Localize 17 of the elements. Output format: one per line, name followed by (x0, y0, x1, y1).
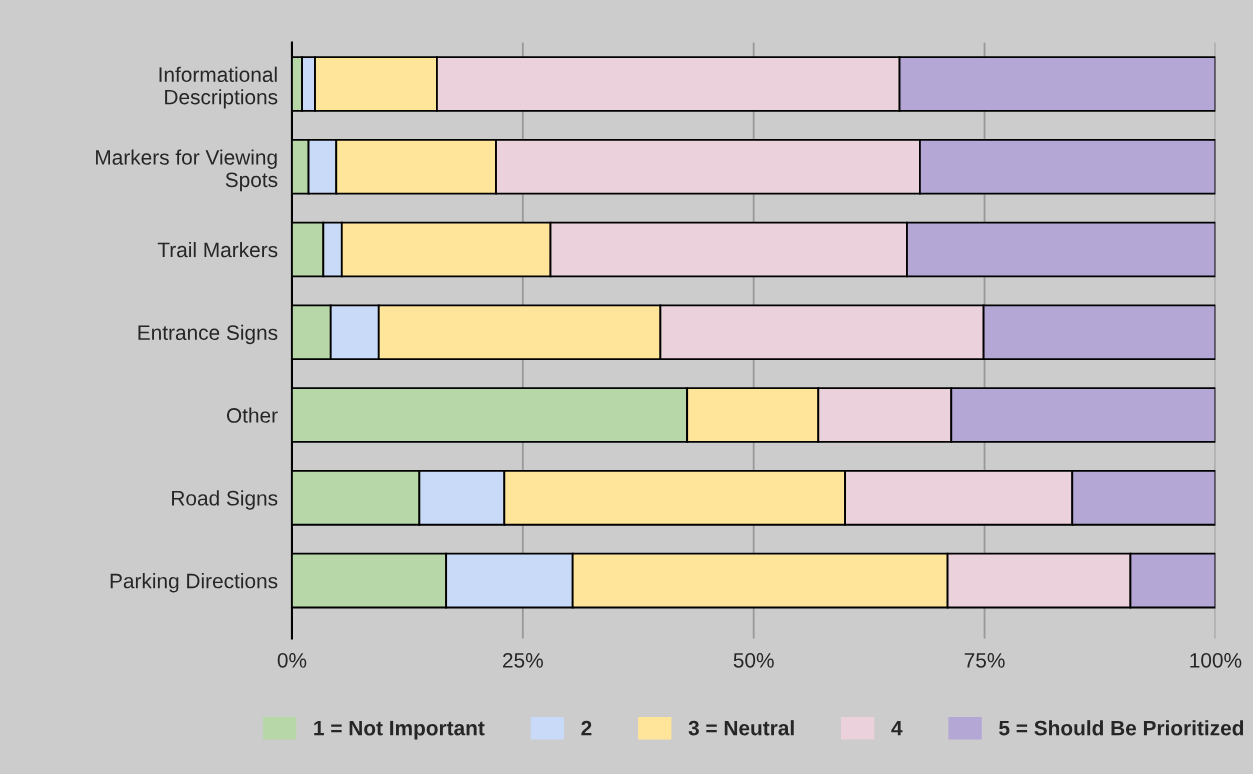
legend-label: 5 = Should Be Prioritized (999, 720, 1244, 736)
y-tick-label: Entrance Signs (138, 324, 278, 345)
x-tick-label: 100% (1190, 652, 1242, 668)
legend-label: 3 = Neutral (688, 720, 794, 736)
legend-label: 2 (581, 720, 592, 736)
x-tick-label: 25% (503, 652, 543, 668)
y-tick-label: Markers for Viewing Spots (96, 149, 278, 192)
y-tick-label: Other (226, 407, 278, 423)
x-tick-label: 50% (733, 652, 774, 668)
x-tick-label: 75% (964, 653, 1005, 668)
y-tick-label: Road Signs (172, 490, 278, 510)
x-tick-label: 0% (277, 652, 307, 668)
legend-label: 4 (891, 720, 903, 736)
y-tick-label: Informational Descriptions (159, 66, 278, 109)
legend-label: 1 = Not Important (314, 720, 485, 740)
y-tick-label: Parking Directions (110, 573, 278, 593)
y-tick-label: Trail Markers (157, 241, 278, 258)
